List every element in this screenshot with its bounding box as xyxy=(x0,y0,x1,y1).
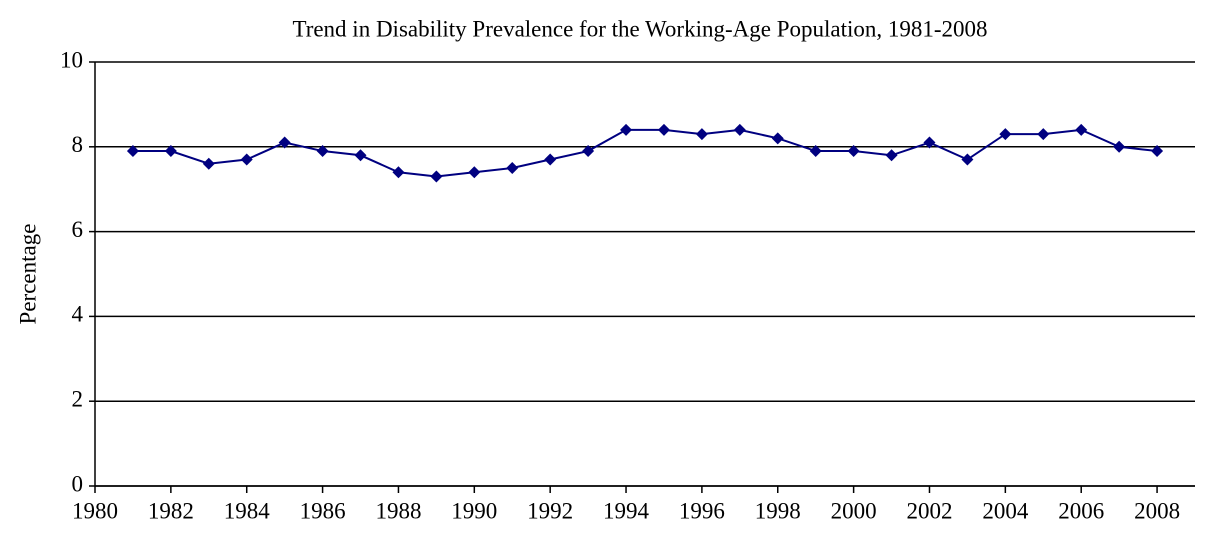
point xyxy=(733,123,746,136)
y-tick-label: 6 xyxy=(72,217,84,242)
y-axis-label: Percentage xyxy=(15,224,40,325)
point xyxy=(544,153,557,166)
point xyxy=(620,123,633,136)
x-tick-label: 1980 xyxy=(72,498,118,523)
x-tick-label: 1982 xyxy=(148,498,194,523)
point xyxy=(126,145,139,158)
x-tick-label: 2002 xyxy=(906,498,952,523)
x-tick-label: 1996 xyxy=(679,498,725,523)
point xyxy=(657,123,670,136)
point xyxy=(354,149,367,162)
x-tick-label: 2006 xyxy=(1058,498,1104,523)
point xyxy=(240,153,253,166)
x-tick-label: 1992 xyxy=(527,498,573,523)
point xyxy=(430,170,443,183)
y-tick-label: 10 xyxy=(60,47,83,72)
x-tick-label: 2008 xyxy=(1134,498,1180,523)
point xyxy=(316,145,329,158)
point xyxy=(278,136,291,149)
y-tick-label: 0 xyxy=(72,471,84,496)
x-tick-label: 2000 xyxy=(831,498,877,523)
point xyxy=(809,145,822,158)
point xyxy=(582,145,595,158)
y-tick-label: 8 xyxy=(72,132,84,157)
point xyxy=(1075,123,1088,136)
x-tick-label: 1988 xyxy=(375,498,421,523)
point xyxy=(923,136,936,149)
point xyxy=(999,128,1012,141)
x-tick-label: 1984 xyxy=(224,498,271,523)
point xyxy=(392,166,405,179)
point xyxy=(468,166,481,179)
point xyxy=(961,153,974,166)
x-tick-label: 1994 xyxy=(603,498,650,523)
y-tick-label: 2 xyxy=(72,386,84,411)
point xyxy=(202,157,215,170)
chart-title: Trend in Disability Prevalence for the W… xyxy=(292,16,987,41)
series-line xyxy=(132,128,1158,178)
point xyxy=(506,162,519,174)
y-tick-label: 4 xyxy=(72,302,84,327)
point xyxy=(164,145,177,158)
point xyxy=(771,132,784,145)
point xyxy=(1151,145,1164,158)
point xyxy=(1037,128,1050,141)
point xyxy=(847,145,860,158)
x-tick-label: 1990 xyxy=(451,498,497,523)
point xyxy=(885,149,898,162)
x-tick-label: 2004 xyxy=(982,498,1029,523)
x-tick-label: 1998 xyxy=(755,498,801,523)
x-tick-label: 1986 xyxy=(300,498,346,523)
point xyxy=(1113,140,1126,153)
point xyxy=(695,128,708,141)
